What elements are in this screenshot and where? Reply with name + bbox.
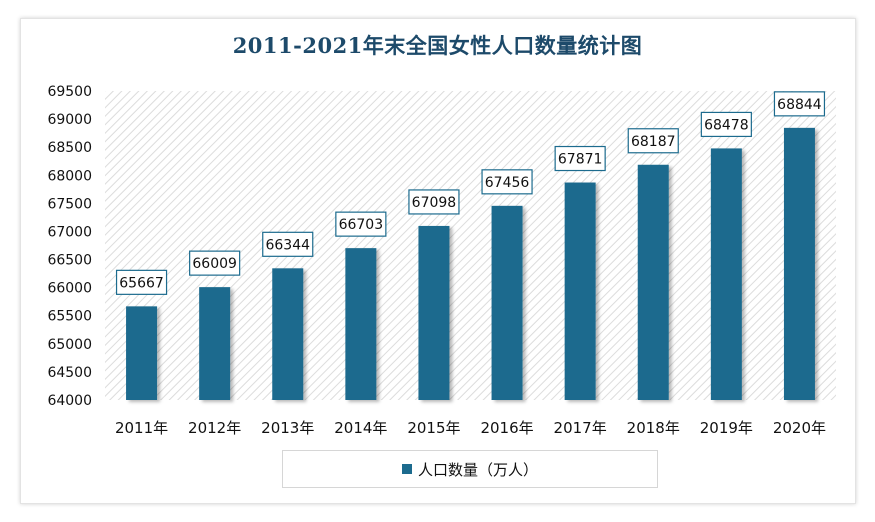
y-tick-label: 69000: [47, 112, 92, 128]
x-tick-label: 2016年: [480, 419, 533, 437]
legend-label: 人口数量（万人）: [417, 460, 538, 479]
y-tick-label: 67500: [47, 196, 92, 212]
x-tick-label: 2012年: [188, 419, 241, 437]
bar: [783, 127, 815, 400]
x-tick-label: 2020年: [773, 419, 826, 437]
value-label: 67871: [558, 152, 603, 168]
chart-title: 2011-2021年末全国女性人口数量统计图: [232, 33, 643, 58]
value-label-box: [773, 91, 826, 117]
y-tick-label: 65500: [47, 309, 92, 325]
x-tick-label: 2018年: [627, 419, 680, 437]
y-tick-label: 66000: [47, 281, 92, 297]
value-label: 66009: [192, 256, 237, 272]
y-tick-label: 68500: [47, 140, 92, 156]
x-tick-label: 2013年: [261, 419, 314, 437]
bar: [564, 182, 596, 400]
value-label: 68187: [631, 134, 676, 150]
y-tick-label: 64000: [47, 393, 92, 409]
value-label-box: [627, 128, 679, 154]
x-tick-label: 2015年: [407, 419, 460, 437]
value-label-box: [700, 111, 752, 138]
value-label-box: [262, 231, 314, 257]
value-label: 68844: [777, 97, 822, 113]
value-label-box: [408, 189, 460, 215]
value-label: 67098: [412, 195, 457, 211]
value-label-box: [115, 269, 168, 295]
y-tick-label: 65000: [47, 337, 92, 353]
value-label: 67456: [485, 175, 530, 191]
bar: [272, 268, 304, 400]
x-tick-label: 2017年: [554, 419, 607, 437]
value-label: 66344: [265, 237, 310, 253]
bar: [418, 225, 450, 400]
bar: [710, 148, 742, 400]
x-tick-label: 2011年: [115, 419, 168, 437]
x-tick-label: 2014年: [334, 419, 387, 437]
bar: [126, 306, 158, 400]
value-label-box: [554, 145, 606, 172]
value-label: 66703: [339, 217, 384, 233]
value-label-box: [335, 211, 387, 237]
x-tick-label: 2019年: [700, 419, 753, 437]
y-tick-label: 67000: [47, 224, 92, 240]
y-tick-label: 64500: [47, 365, 92, 381]
y-tick-label: 69500: [47, 84, 92, 100]
bar: [637, 164, 669, 400]
bar: [491, 205, 523, 400]
bar: [199, 287, 231, 400]
y-tick-label: 68000: [47, 168, 92, 184]
legend: 人口数量（万人）: [282, 450, 658, 488]
value-label-box: [481, 169, 533, 195]
bar: [345, 248, 377, 400]
value-label: 65667: [119, 275, 164, 291]
value-label: 68478: [704, 117, 749, 133]
legend-swatch: [401, 464, 412, 474]
y-tick-label: 66500: [47, 253, 92, 269]
value-label-box: [189, 250, 241, 276]
